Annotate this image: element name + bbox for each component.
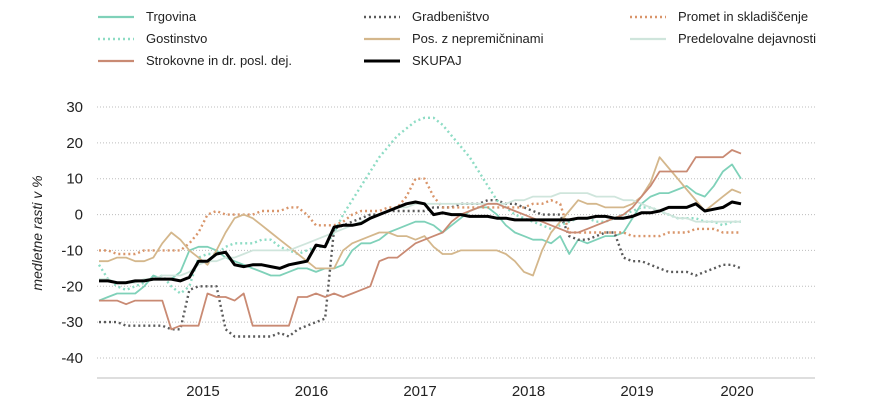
series-lines [97, 116, 742, 338]
legend-label: Predelovalne dejavnosti [678, 31, 816, 46]
legend-label: SKUPAJ [412, 53, 462, 68]
y-axis: 30 20 10 0 -10 -20 -30 -40 [61, 99, 83, 367]
legend-label: Gradbeništvo [412, 9, 489, 24]
x-axis: 2015 2016 2017 2018 2019 2020 [97, 377, 815, 400]
gridlines [97, 106, 815, 359]
y-tick-label: 0 [75, 207, 83, 224]
series-line [98, 163, 742, 302]
y-axis-label: medletne rasti v % [29, 175, 45, 290]
legend-item: Strokovne in dr. posl. dej. [98, 53, 292, 68]
y-tick-label: 10 [66, 171, 83, 188]
series-line [99, 177, 741, 256]
x-tick-label: 2016 [295, 383, 328, 400]
legend-label: Trgovina [146, 9, 197, 24]
legend-item: Gostinstvo [98, 31, 207, 46]
series-line [99, 149, 742, 331]
x-tick-label: 2019 [620, 383, 653, 400]
legend-item: Predelovalne dejavnosti [630, 31, 816, 46]
y-tick-label: 20 [66, 135, 83, 152]
legend-item: Pos. z nepremičninami [364, 31, 544, 46]
series-line [97, 116, 741, 295]
series-line [99, 198, 742, 338]
y-tick-label: 30 [66, 99, 83, 116]
legend: Trgovina Gradbeništvo Promet in skladiščen… [98, 9, 816, 68]
legend-item: Trgovina [98, 9, 197, 24]
legend-label: Pos. z nepremičninami [412, 31, 544, 46]
y-tick-label: -30 [61, 314, 83, 331]
legend-label: Promet in skladiščenje [678, 9, 808, 24]
x-tick-label: 2020 [720, 383, 753, 400]
legend-item: Promet in skladiščenje [630, 9, 808, 24]
y-tick-label: -20 [61, 278, 83, 295]
y-tick-label: -10 [61, 242, 83, 259]
series-line [99, 156, 742, 277]
x-tick-label: 2018 [512, 383, 545, 400]
x-tick-label: 2017 [403, 383, 436, 400]
x-tick-label: 2015 [186, 383, 219, 400]
legend-label: Gostinstvo [146, 31, 207, 46]
series-line [99, 200, 742, 285]
legend-label: Strokovne in dr. posl. dej. [146, 53, 292, 68]
legend-item: SKUPAJ [364, 53, 462, 68]
y-tick-label: -40 [61, 350, 83, 367]
legend-item: Gradbeništvo [364, 9, 489, 24]
